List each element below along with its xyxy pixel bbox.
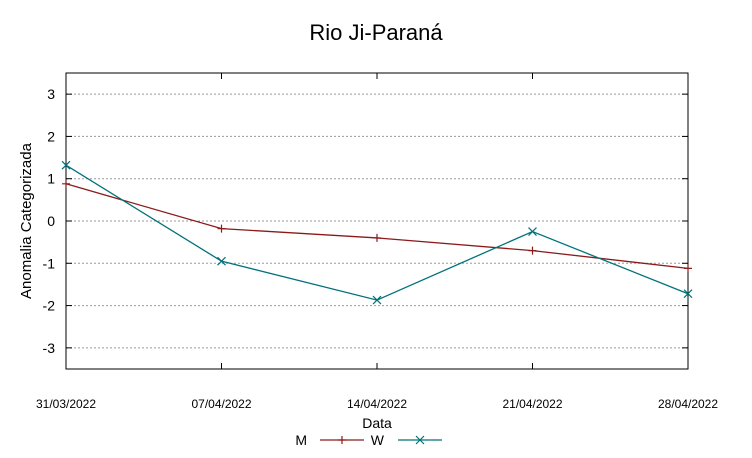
x-tick-label: 28/04/2022 xyxy=(658,397,718,411)
data-point-cross-marker xyxy=(415,435,425,445)
x-tick-label: 14/04/2022 xyxy=(347,397,407,411)
y-axis-label: Anomalia Categorizada xyxy=(18,142,35,299)
x-tick-label: 31/03/2022 xyxy=(36,397,96,411)
data-point-cross-marker xyxy=(61,160,71,170)
legend-label-w: W xyxy=(371,432,385,448)
y-tick-label: -3 xyxy=(43,340,56,356)
data-point-cross-marker xyxy=(372,295,382,305)
data-point-cross-marker xyxy=(528,227,537,236)
data-point-plus-marker xyxy=(338,436,346,444)
series-group xyxy=(61,160,693,305)
series-m xyxy=(62,179,692,273)
x-tick-label: 21/04/2022 xyxy=(502,397,562,411)
series-line xyxy=(65,164,689,301)
y-tick-label: -1 xyxy=(43,255,56,271)
legend-label-m: M xyxy=(295,432,307,448)
data-point-plus-marker xyxy=(528,246,537,255)
x-axis-label: Data xyxy=(362,415,392,431)
x-axis-ticks: 31/03/2022 07/04/2022 14/04/2022 21/04/2022… xyxy=(36,73,718,411)
grid-lines xyxy=(66,93,688,349)
series-w xyxy=(61,160,693,305)
x-tick-label: 07/04/2022 xyxy=(191,397,251,411)
y-tick-label: -2 xyxy=(43,298,56,314)
y-tick-label: 0 xyxy=(47,213,55,229)
data-point-cross-marker xyxy=(217,256,226,266)
y-axis-ticks: 3 2 1 0 -1 -2 -3 xyxy=(43,86,688,356)
y-tick-label: 2 xyxy=(47,128,55,144)
y-tick-label: 1 xyxy=(47,171,55,187)
series-line xyxy=(65,183,689,270)
y-tick-label: 3 xyxy=(47,86,55,102)
chart-title: Rio Ji-Paraná xyxy=(309,20,443,45)
data-point-plus-marker xyxy=(684,264,692,273)
data-point-cross-marker xyxy=(683,289,693,299)
data-point-plus-marker xyxy=(62,179,70,188)
data-point-plus-marker xyxy=(373,233,381,242)
data-point-plus-marker xyxy=(217,224,226,233)
